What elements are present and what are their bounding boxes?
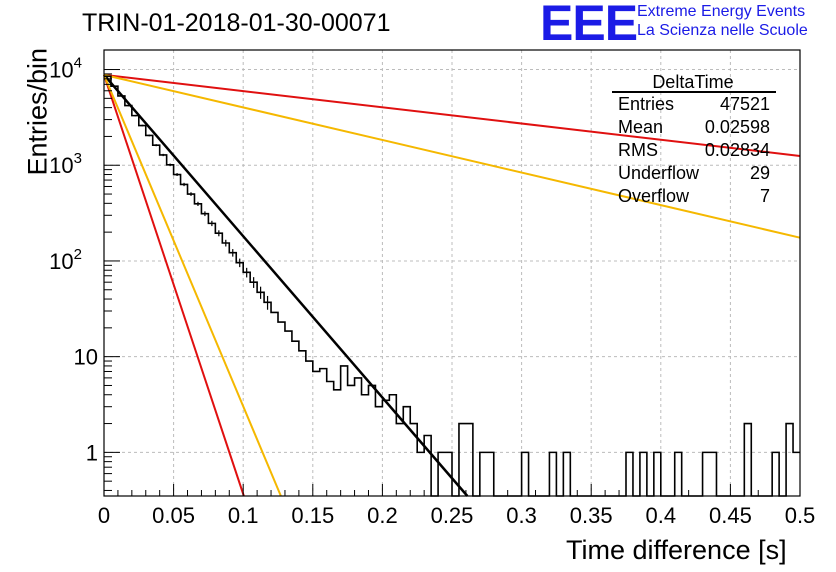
x-axis-label: Time difference [s] xyxy=(566,535,787,565)
stats-value: 0.02834 xyxy=(705,140,770,160)
stats-value: 0.02598 xyxy=(705,117,770,137)
x-tick-label: 0.35 xyxy=(570,503,613,528)
fit-curves xyxy=(103,73,801,497)
x-tick-label: 0.5 xyxy=(785,503,816,528)
y-tick-label: 103 xyxy=(49,150,82,178)
x-tick-label: 0.15 xyxy=(291,503,334,528)
x-tick-label: 0.1 xyxy=(228,503,259,528)
fit-line-red xyxy=(103,74,245,497)
stats-label: Mean xyxy=(618,117,663,137)
fit-line-black xyxy=(103,74,469,497)
stats-value: 7 xyxy=(760,186,770,206)
stats-value: 47521 xyxy=(720,94,770,114)
x-tick-label: 0.2 xyxy=(367,503,398,528)
stats-label: Underflow xyxy=(618,163,700,183)
y-tick-label: 10 xyxy=(74,345,98,370)
x-tick-label: 0.3 xyxy=(506,503,537,528)
fit-line-orange xyxy=(103,73,801,239)
x-tick-label: 0 xyxy=(98,503,110,528)
logo-subtitle-1: Extreme Energy Events xyxy=(637,3,806,20)
stats-value: 29 xyxy=(750,163,770,183)
x-tick-label: 0.4 xyxy=(646,503,677,528)
x-tick-label: 0.25 xyxy=(431,503,474,528)
axis-ticks: 0 0.05 0.1 0.15 0.2 0.25 0.3 0.35 0.4 0.45 0.5 1 10 1… xyxy=(49,55,815,528)
x-tick-label: 0.45 xyxy=(709,503,752,528)
stats-title: DeltaTime xyxy=(652,72,733,92)
y-tick-label: 1 xyxy=(86,440,98,465)
run-title: TRIN-01-2018-01-30-00071 xyxy=(82,9,391,37)
fit-line-orange xyxy=(103,74,282,497)
fit-line-red xyxy=(103,73,801,157)
eee-logo: EEE xyxy=(540,0,638,51)
x-tick-label: 0.05 xyxy=(152,503,195,528)
stats-label: RMS xyxy=(618,140,658,160)
stats-label: Overflow xyxy=(618,186,690,206)
logo-subtitle-2: La Scienza nelle Scuole xyxy=(637,22,808,39)
stats-label: Entries xyxy=(618,94,674,114)
y-tick-label: 104 xyxy=(49,55,82,83)
y-tick-label: 102 xyxy=(49,246,82,274)
